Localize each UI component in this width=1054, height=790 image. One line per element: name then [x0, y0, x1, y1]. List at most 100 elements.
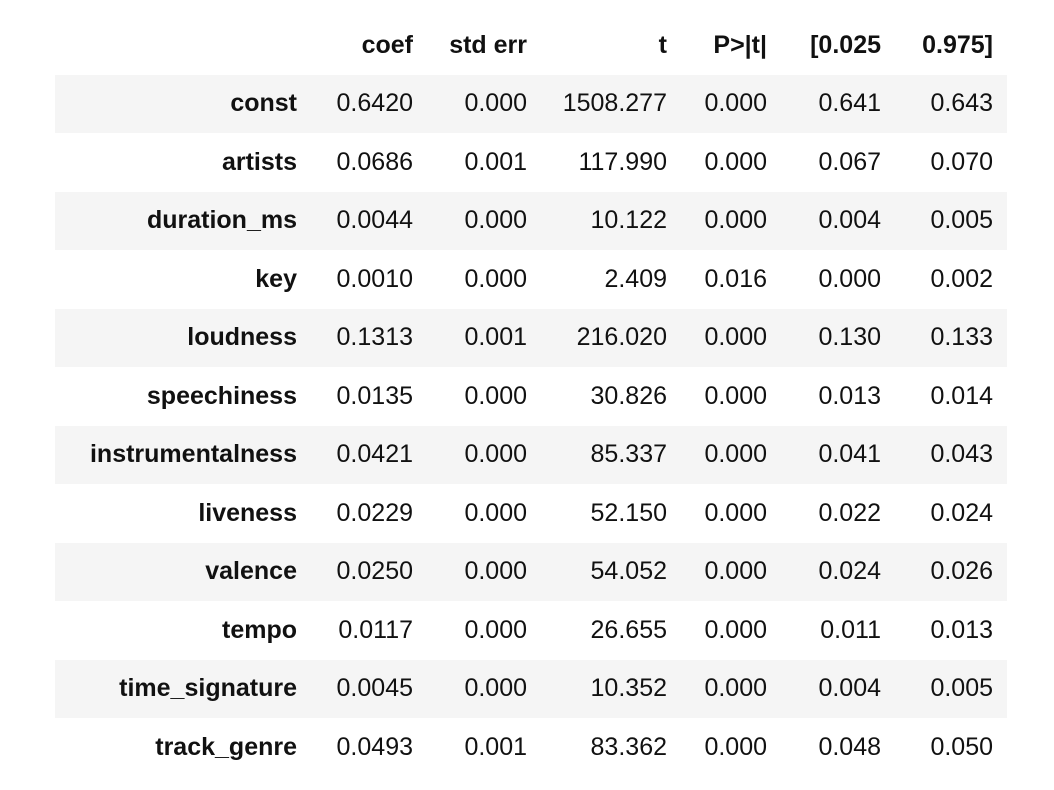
cell-ci-upper: 0.043 [930, 440, 993, 469]
cell-t: 26.655 [590, 615, 667, 644]
cell-t: 2.409 [604, 264, 667, 293]
cell-coef: 0.0135 [336, 381, 413, 410]
cell-t: 10.352 [590, 674, 667, 703]
header-index [55, 16, 307, 75]
cell-ci-upper: 0.002 [930, 264, 993, 293]
cell-coef: 0.0421 [336, 440, 413, 469]
cell-ci-upper: 0.643 [930, 89, 993, 118]
cell-ci-lower: 0.130 [818, 323, 881, 352]
cell-std-err: 0.000 [464, 615, 527, 644]
row-label: speechiness [146, 381, 297, 410]
row-label: liveness [198, 498, 297, 527]
row-label: instrumentalness [89, 440, 297, 469]
row-label: loudness [187, 323, 297, 352]
cell-ci-lower: 0.004 [818, 674, 881, 703]
table-row: speechiness 0.0135 0.000 30.826 0.000 0.013 0.… [55, 367, 1007, 426]
row-label: track_genre [155, 732, 297, 761]
cell-ci-lower: 0.041 [818, 440, 881, 469]
table-row: loudness 0.1313 0.001 216.020 0.000 0.130 0.13… [55, 308, 1007, 367]
cell-coef: 0.0010 [336, 264, 413, 293]
table-row: artists 0.0686 0.001 117.990 0.000 0.067 0.070 [55, 133, 1007, 192]
table-row: duration_ms 0.0044 0.000 10.122 0.000 0.004 0.… [55, 191, 1007, 250]
cell-p-value: 0.000 [704, 440, 767, 469]
cell-p-value: 0.000 [704, 381, 767, 410]
cell-ci-lower: 0.011 [820, 615, 881, 644]
row-label: artists [221, 147, 297, 176]
cell-coef: 0.6420 [336, 89, 413, 118]
cell-t: 52.150 [590, 498, 667, 527]
cell-ci-lower: 0.022 [818, 498, 881, 527]
cell-std-err: 0.000 [464, 381, 527, 410]
cell-ci-upper: 0.005 [930, 206, 993, 235]
header-ci-upper: 0.975] [922, 30, 993, 59]
table-row: track_genre 0.0493 0.001 83.362 0.000 0.048 0.… [55, 718, 1007, 777]
cell-coef: 0.0044 [336, 206, 413, 235]
cell-std-err: 0.000 [464, 674, 527, 703]
cell-ci-upper: 0.050 [930, 732, 993, 761]
row-label: valence [205, 557, 297, 586]
cell-std-err: 0.000 [464, 206, 527, 235]
table-row: const 0.6420 0.000 1508.277 0.000 0.641 0.643 [55, 74, 1007, 133]
table-row: liveness 0.0229 0.000 52.150 0.000 0.022 0.024 [55, 484, 1007, 543]
cell-p-value: 0.000 [704, 557, 767, 586]
cell-p-value: 0.000 [704, 323, 767, 352]
header-t: t [658, 30, 667, 59]
cell-t: 117.990 [578, 147, 667, 176]
cell-p-value: 0.000 [704, 206, 767, 235]
cell-t: 10.122 [590, 206, 667, 235]
cell-ci-upper: 0.005 [930, 674, 993, 703]
cell-coef: 0.0686 [336, 147, 413, 176]
cell-std-err: 0.001 [464, 323, 527, 352]
header-coef: coef [361, 30, 413, 59]
cell-p-value: 0.000 [704, 498, 767, 527]
row-label: const [230, 89, 297, 118]
header-ci-lower: [0.025 [810, 30, 881, 59]
cell-ci-upper: 0.026 [930, 557, 993, 586]
cell-ci-upper: 0.013 [930, 615, 993, 644]
table-row: instrumentalness 0.0421 0.000 85.337 0.000 0.… [55, 425, 1007, 484]
header-std-err: std err [449, 30, 527, 59]
cell-p-value: 0.000 [704, 732, 767, 761]
row-label: key [255, 264, 297, 293]
cell-coef: 0.0229 [336, 498, 413, 527]
cell-coef: 0.0117 [338, 615, 413, 644]
table-row: tempo 0.0117 0.000 26.655 0.000 0.011 0.013 [55, 601, 1007, 660]
cell-ci-lower: 0.067 [818, 147, 881, 176]
header-p-value: P>|t| [713, 30, 767, 59]
cell-t: 85.337 [590, 440, 667, 469]
cell-coef: 0.0493 [336, 732, 413, 761]
cell-p-value: 0.016 [704, 264, 767, 293]
row-label: tempo [222, 615, 297, 644]
cell-ci-upper: 0.070 [930, 147, 993, 176]
cell-p-value: 0.000 [704, 89, 767, 118]
row-label: duration_ms [146, 206, 297, 235]
table-row: valence 0.0250 0.000 54.052 0.000 0.024 0.026 [55, 542, 1007, 601]
cell-ci-upper: 0.014 [930, 381, 993, 410]
cell-coef: 0.0045 [336, 674, 413, 703]
cell-std-err: 0.001 [464, 732, 527, 761]
regression-results-table: coef std err t P>|t| [0.025 0.975] const… [55, 16, 1007, 777]
cell-ci-upper: 0.024 [930, 498, 993, 527]
cell-t: 83.362 [590, 732, 667, 761]
cell-std-err: 0.000 [464, 440, 527, 469]
cell-std-err: 0.000 [464, 557, 527, 586]
cell-std-err: 0.001 [464, 147, 527, 176]
table-row: key 0.0010 0.000 2.409 0.016 0.000 0.002 [55, 250, 1007, 309]
cell-ci-lower: 0.048 [818, 732, 881, 761]
table-body: const 0.6420 0.000 1508.277 0.000 0.641 0.643 a… [55, 74, 1007, 777]
cell-coef: 0.0250 [336, 557, 413, 586]
cell-p-value: 0.000 [704, 615, 767, 644]
cell-p-value: 0.000 [704, 147, 767, 176]
cell-t: 54.052 [590, 557, 667, 586]
header-row: coef std err t P>|t| [0.025 0.975] [55, 16, 1007, 75]
cell-t: 30.826 [590, 381, 667, 410]
cell-ci-upper: 0.133 [930, 323, 993, 352]
table-header: coef std err t P>|t| [0.025 0.975] [55, 16, 1007, 75]
cell-p-value: 0.000 [704, 674, 767, 703]
regression-results-table-container: coef std err t P>|t| [0.025 0.975] const… [55, 16, 1007, 777]
cell-ci-lower: 0.000 [818, 264, 881, 293]
row-label: time_signature [119, 674, 297, 703]
cell-ci-lower: 0.641 [818, 89, 881, 118]
table-row: time_signature 0.0045 0.000 10.352 0.000 0.00… [55, 659, 1007, 718]
cell-std-err: 0.000 [464, 264, 527, 293]
